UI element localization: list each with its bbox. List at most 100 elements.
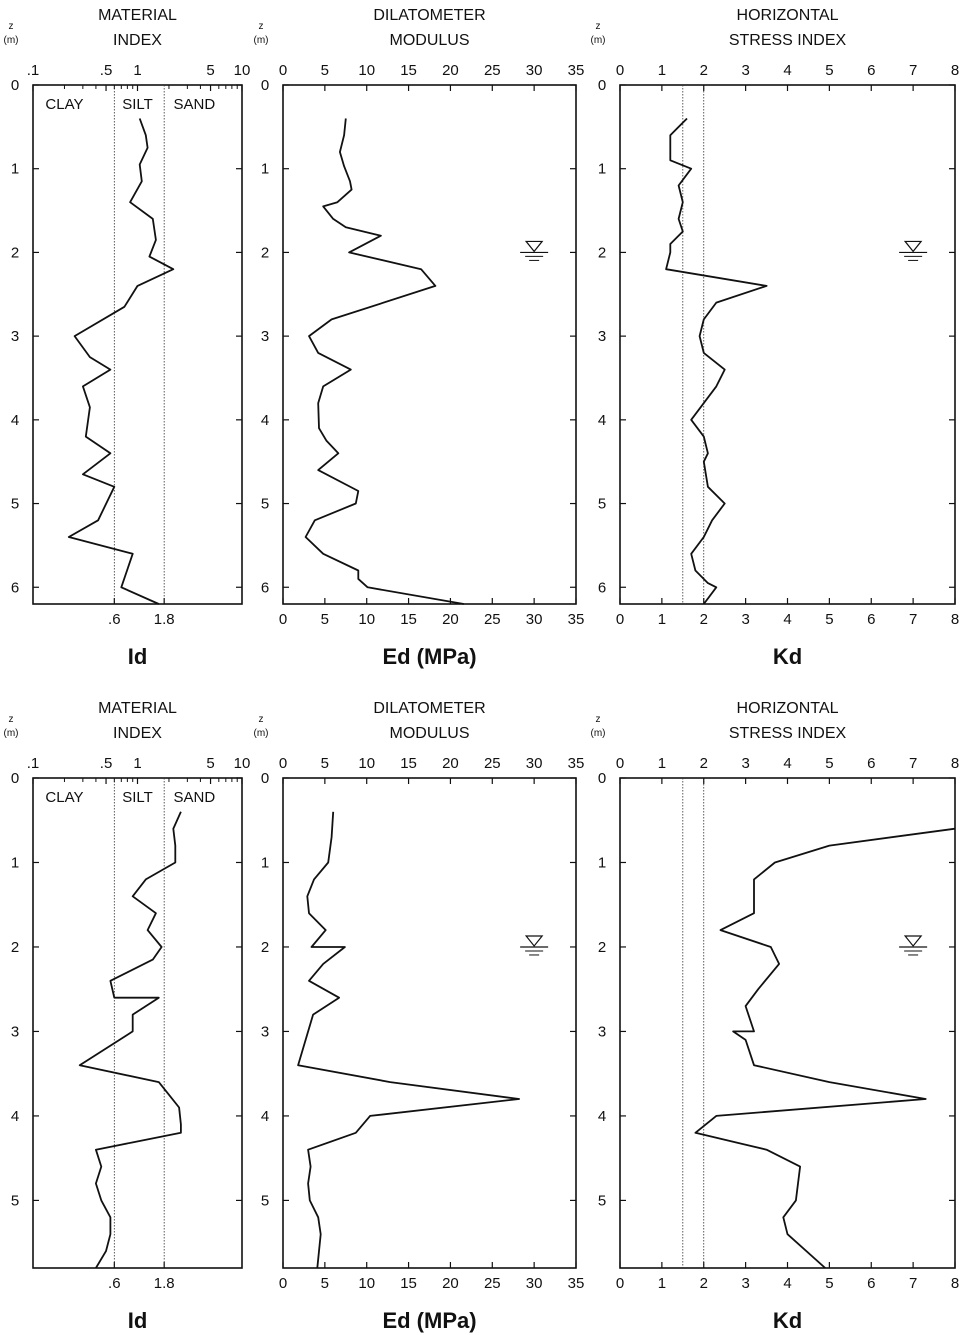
panel-title-line1: DILATOMETER [373, 700, 485, 717]
profile-line [297, 811, 520, 1269]
x-axis-label: Ed (MPa) [382, 1308, 476, 1333]
y-tick-label: 6 [598, 579, 606, 596]
y-tick-label: 1 [11, 161, 19, 178]
x-tick-label-top: 1 [658, 62, 666, 79]
x-tick-label-top: 6 [867, 755, 875, 772]
depth-axis-label: z [9, 714, 14, 725]
x-tick-label-bottom: 5 [825, 611, 833, 628]
y-tick-label: 1 [598, 854, 606, 871]
soil-class-label: CLAY [45, 789, 83, 806]
x-tick-label-top: 5 [825, 62, 833, 79]
x-tick-label-top: 4 [783, 62, 791, 79]
panel-title-line2: MODULUS [389, 725, 469, 742]
y-tick-label: 0 [261, 77, 269, 94]
x-tick-label-top: 35 [568, 755, 585, 772]
y-tick-label: 0 [11, 770, 19, 787]
x-tick-label-top: 10 [234, 755, 251, 772]
panel-title-line2: STRESS INDEX [729, 32, 847, 49]
y-tick-label: 2 [11, 939, 19, 956]
x-tick-label-bottom: 30 [526, 1275, 543, 1292]
x-tick-label-top: 20 [442, 755, 459, 772]
y-tick-label: 3 [11, 1023, 19, 1040]
panel-title-line1: MATERIAL [98, 7, 177, 24]
y-tick-label: 4 [11, 412, 19, 429]
plot-frame [32, 84, 243, 605]
profile-line [67, 118, 175, 605]
x-tick-label-bottom: .6 [108, 611, 121, 628]
water-table-symbol [520, 935, 549, 956]
x-axis-label: Id [128, 644, 148, 669]
y-tick-label: 2 [598, 244, 606, 261]
x-tick-label-top: 7 [909, 755, 917, 772]
x-tick-label-top: 20 [442, 62, 459, 79]
x-tick-label-bottom: 1.8 [154, 1275, 175, 1292]
depth-axis-label: z [596, 21, 601, 32]
x-tick-label-top: 30 [526, 755, 543, 772]
x-tick-label-top: 8 [951, 62, 959, 79]
x-tick-label-bottom: 25 [484, 611, 501, 628]
x-tick-label-bottom: 5 [321, 1275, 329, 1292]
profile-line [665, 117, 768, 605]
depth-axis-unit: (m) [4, 728, 19, 739]
y-tick-label: 3 [598, 328, 606, 345]
x-tick-label-top: 6 [867, 62, 875, 79]
panel-title-line1: DILATOMETER [373, 7, 485, 24]
y-tick-label: 1 [598, 161, 606, 178]
x-tick-label-bottom: 10 [358, 611, 375, 628]
y-tick-label: 5 [11, 1192, 19, 1209]
y-tick-label: 3 [261, 328, 269, 345]
plot-frame [282, 84, 577, 605]
x-tick-label-top: 10 [358, 62, 375, 79]
y-tick-label: 0 [261, 770, 269, 787]
x-tick-label-top: 5 [206, 62, 214, 79]
soil-class-label: SILT [122, 789, 153, 806]
depth-axis-unit: (m) [591, 35, 606, 46]
soil-class-label: SAND [174, 789, 216, 806]
y-tick-label: 4 [261, 412, 269, 429]
plot-frame [32, 777, 243, 1269]
soil-class-label: SAND [174, 96, 216, 113]
x-tick-label-bottom: 3 [741, 611, 749, 628]
soil-class-label: CLAY [45, 96, 83, 113]
y-tick-label: 2 [261, 939, 269, 956]
x-tick-label-bottom: 5 [825, 1275, 833, 1292]
soil-class-label: SILT [122, 96, 153, 113]
y-tick-label: 0 [598, 770, 606, 787]
x-tick-label-top: 25 [484, 755, 501, 772]
depth-axis-unit: (m) [4, 35, 19, 46]
plot-frame [619, 84, 956, 605]
profile-line [694, 827, 956, 1269]
y-tick-label: 6 [261, 579, 269, 596]
x-tick-label-bottom: 0 [279, 1275, 287, 1292]
depth-axis-unit: (m) [254, 728, 269, 739]
y-tick-label: 4 [261, 1108, 269, 1125]
x-tick-label-top: 0 [616, 62, 624, 79]
y-tick-label: 2 [598, 939, 606, 956]
panel-title-line2: INDEX [113, 32, 162, 49]
y-tick-label: 4 [11, 1108, 19, 1125]
x-tick-label-bottom: 35 [568, 611, 585, 628]
x-tick-label-top: 8 [951, 755, 959, 772]
depth-axis-label: z [596, 714, 601, 725]
x-tick-label-bottom: 15 [400, 1275, 417, 1292]
x-tick-label-top: 5 [206, 755, 214, 772]
x-tick-label-top: 10 [234, 62, 251, 79]
depth-axis-label: z [9, 21, 14, 32]
x-tick-label-top: 15 [400, 62, 417, 79]
x-tick-label-bottom: .6 [108, 1275, 121, 1292]
y-tick-label: 2 [11, 244, 19, 261]
plot-frame [619, 777, 956, 1269]
profile-line [304, 118, 464, 605]
x-tick-label-top: 5 [321, 62, 329, 79]
x-tick-label-bottom: 8 [951, 611, 959, 628]
y-tick-label: 5 [598, 1192, 606, 1209]
panel-title-line2: MODULUS [389, 32, 469, 49]
x-axis-label: Ed (MPa) [382, 644, 476, 669]
x-tick-label-bottom: 4 [783, 611, 791, 628]
x-tick-label-top: 15 [400, 755, 417, 772]
x-tick-label-bottom: 4 [783, 1275, 791, 1292]
x-tick-label-top: 25 [484, 62, 501, 79]
x-tick-label-bottom: 30 [526, 611, 543, 628]
x-tick-label-bottom: 0 [616, 611, 624, 628]
